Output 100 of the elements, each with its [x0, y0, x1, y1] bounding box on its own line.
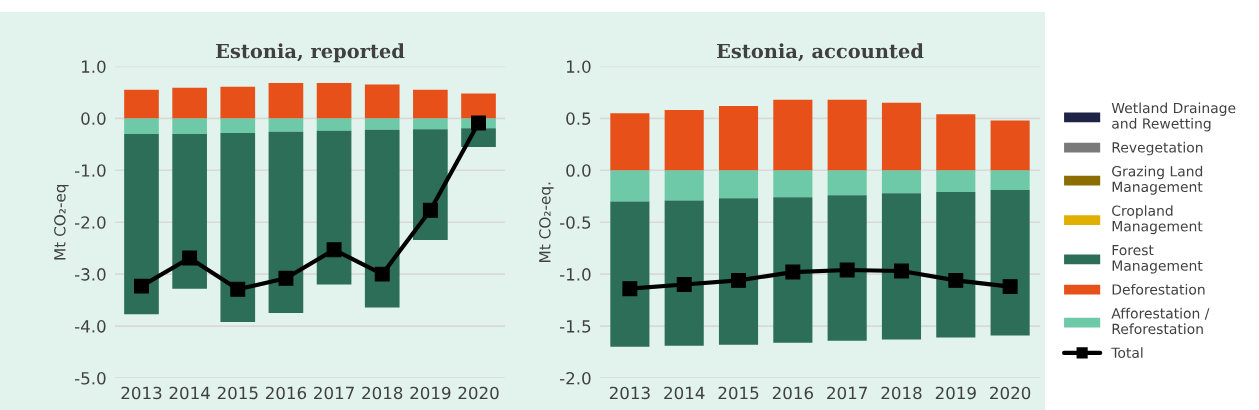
bar [610, 170, 650, 202]
x-tick-label: 2017 [827, 386, 867, 400]
bar [718, 105, 759, 171]
bar [881, 102, 922, 171]
y-axis-title: Mt CO₂-eq. [539, 182, 554, 262]
y-tick-label: -2.0 [559, 371, 591, 385]
bar [773, 170, 813, 198]
point [374, 266, 390, 282]
point [182, 250, 198, 266]
bar [610, 201, 650, 347]
bar [827, 170, 867, 196]
point [1002, 279, 1018, 295]
bar [990, 120, 1030, 171]
x-tick-label: 2013 [609, 386, 650, 400]
bar [124, 89, 159, 119]
legend-label: Cropland Management [1112, 205, 1203, 235]
bar [268, 83, 304, 119]
bar [664, 110, 704, 171]
bar [172, 133, 207, 289]
bar [316, 118, 352, 131]
y-tick-label: 1.0 [81, 60, 106, 73]
point [230, 281, 246, 297]
bar [936, 192, 976, 338]
bar [220, 118, 256, 133]
bar [718, 170, 759, 199]
legend-label: Revegetation [1112, 141, 1203, 156]
legend-label: Wetland Drainage and Rewetting [1111, 102, 1236, 132]
x-tick-label: 2020 [990, 386, 1031, 400]
bar [827, 195, 867, 341]
chart-title: Estonia, reported [216, 43, 405, 63]
bar [610, 113, 650, 171]
point [278, 270, 294, 286]
x-tick-label: 2018 [881, 386, 922, 400]
bar [364, 129, 400, 308]
point [422, 202, 438, 218]
bar [220, 132, 256, 322]
bar [773, 197, 813, 343]
y-tick-label: -1.0 [74, 164, 106, 177]
bar [461, 93, 496, 119]
chart-title: Estonia, accounted [716, 43, 924, 62]
bar [124, 133, 159, 315]
bar [664, 200, 704, 346]
y-tick-label: 1.0 [566, 60, 591, 73]
x-tick-label: 2013 [121, 386, 162, 400]
bar [936, 170, 976, 193]
bar [718, 198, 759, 345]
x-tick-label: 2019 [935, 386, 976, 400]
point [326, 242, 342, 258]
legend-label: Forest Management [1112, 244, 1203, 274]
bar [773, 99, 813, 171]
point [471, 115, 486, 131]
bar [124, 118, 159, 134]
x-tick-label: 2018 [362, 386, 403, 400]
y-tick-label: -0.5 [559, 216, 591, 229]
x-tick-label: 2014 [169, 386, 210, 400]
bar [268, 118, 304, 132]
point [676, 277, 692, 292]
point [894, 263, 909, 279]
x-tick-label: 2014 [664, 386, 705, 400]
point [785, 264, 801, 280]
y-axis-title: Mt CO₂-eq [54, 184, 69, 260]
bar [413, 89, 448, 119]
point [622, 281, 638, 297]
x-tick-label: 2015 [718, 386, 759, 400]
y-tick-label: -2.0 [74, 216, 106, 229]
bar [316, 130, 352, 285]
y-tick-label: -1.0 [559, 268, 591, 281]
legend-label: Afforestation / Reforestation [1111, 307, 1210, 335]
x-tick-label: 2016 [772, 386, 813, 400]
bar [881, 193, 922, 340]
bar [936, 114, 976, 171]
x-tick-label: 2019 [410, 386, 451, 400]
x-tick-label: 2017 [314, 386, 354, 400]
bar [881, 170, 922, 194]
bar [990, 190, 1030, 336]
y-tick-label: 0.5 [566, 112, 591, 125]
point [839, 262, 855, 278]
bar [220, 86, 256, 119]
y-tick-label: 0.0 [566, 164, 591, 177]
y-tick-label: -1.5 [559, 320, 591, 333]
legend-label: Grazing Land Management [1112, 165, 1203, 195]
bar [172, 87, 207, 119]
bar [316, 83, 352, 119]
bar [364, 118, 400, 130]
bar [268, 131, 304, 314]
legend-label: Total [1111, 347, 1143, 358]
x-tick-label: 2015 [217, 386, 258, 400]
bar [827, 99, 867, 171]
bar [172, 118, 207, 134]
point [731, 272, 746, 288]
bar [364, 84, 400, 119]
bar [990, 170, 1030, 191]
point [948, 272, 964, 288]
y-tick-label: -3.0 [74, 268, 106, 281]
y-tick-label: -5.0 [74, 371, 106, 385]
bar [413, 118, 448, 130]
y-tick-label: -4.0 [74, 320, 106, 333]
bar [664, 170, 704, 201]
legend-label: Deforestation [1112, 283, 1205, 295]
x-tick-label: 2016 [265, 386, 307, 400]
